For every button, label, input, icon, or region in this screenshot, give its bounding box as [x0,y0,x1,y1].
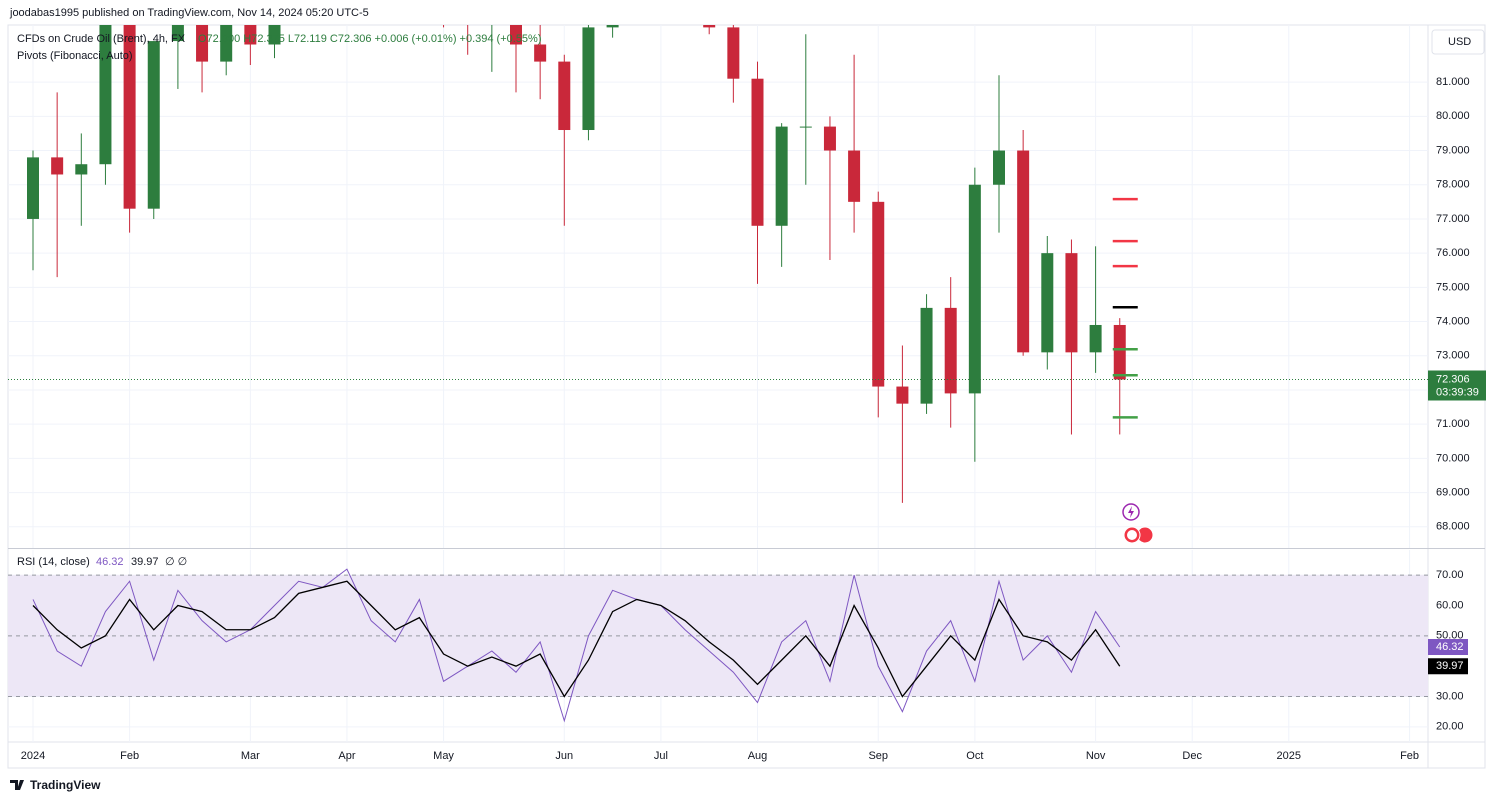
candle-body [1065,253,1078,353]
x-tick-label: May [433,750,454,762]
rsi-title: RSI (14, close) [17,556,90,568]
candle-body [799,126,812,128]
candle-body [872,201,885,387]
y-tick-label: 60.00 [1436,599,1464,611]
candle-body [1089,324,1102,353]
y-tick-label: 76.000 [1436,247,1470,259]
rsi-badge [1428,639,1468,656]
y-tick-label: 70.00 [1436,569,1464,581]
candle-body [944,307,957,394]
candle-body [582,27,595,131]
candle-body [968,184,981,394]
candle-body [510,25,522,45]
candle-body [27,157,39,219]
y-tick-label: 70.000 [1436,452,1470,464]
rsi-line [32,580,1121,698]
y-tick-label: 71.000 [1436,418,1470,430]
publisher: joodabas1995 published on TradingView.co… [9,7,369,19]
x-tick-label: Jul [654,750,668,762]
candle-body [606,25,619,28]
candle-body [51,157,64,175]
candle-body [75,164,88,175]
candle-body [775,126,788,226]
x-tick-label: Jun [555,750,573,762]
x-tick-label: 2024 [21,750,45,762]
candle-body [244,25,257,45]
candle-body [147,41,160,209]
countdown: 03:39:39 [1436,386,1479,398]
x-tick-label: Nov [1086,750,1106,762]
y-tick-label: 79.000 [1436,144,1470,156]
rsi-ma-value: 39.97 [131,556,159,568]
symbol: CFDs on Crude Oil (Brent), 4h, FX [17,33,186,45]
candle-body [848,150,861,202]
rsi-value: 46.32 [96,556,124,568]
candle-body [268,25,281,45]
candle-body [1041,253,1054,353]
logo: TradingView [30,778,101,792]
candle-body [438,0,450,17]
candle-body [920,307,933,404]
logo-icon [10,780,24,790]
candle-body [486,0,498,21]
x-tick-label: Feb [1400,750,1419,762]
y-tick-label: 20.00 [1436,721,1464,733]
candle-body [220,25,233,62]
x-tick-label: Apr [338,750,355,762]
y-tick-label: 77.000 [1436,213,1470,225]
candle-body [171,25,184,42]
rsi-extra: ∅ ∅ [165,556,187,568]
last-price-badge [1428,370,1486,401]
y-tick-label: 50.00 [1436,630,1464,642]
candle-body [727,27,740,79]
candle-body [1113,324,1126,380]
candles [27,0,1126,503]
plot: 2024 Feb Mar Apr May Jun Jul Aug Sep Oct Nov Dec 202… [8,0,1486,762]
lightning [1128,506,1134,518]
rsi-badge [1428,658,1468,675]
candle-body [703,25,716,28]
last-price: 72.306 [1436,373,1470,385]
currency[interactable]: USD [1448,36,1471,48]
rsi-badge-label: 46.32 [1436,641,1464,653]
candle-body [751,78,764,226]
currency-box[interactable] [1431,29,1485,55]
candle-body [1017,150,1030,353]
candle-body [123,25,136,209]
candle-body [558,61,571,131]
x-tick-label: Dec [1182,750,1202,762]
x-tick-label: Aug [748,750,768,762]
rsi-badge-label: 39.97 [1436,660,1464,672]
candle-body [896,386,909,404]
ohlc: O72.300 H72.375 L72.119 C72.306 +0.006 (… [198,33,542,45]
x-tick-label: 2025 [1277,750,1301,762]
candle-body [196,25,209,62]
y-tick-label: 30.00 [1436,690,1464,702]
y-tick-label: 81.000 [1436,76,1470,88]
x-tick-label: Mar [241,750,260,762]
candle-body [534,44,547,62]
candle-body [993,150,1005,185]
y-tick-label: 80.000 [1436,110,1470,122]
x-tick-label: Feb [120,750,139,762]
candle-body [462,17,474,20]
rsi-lines [32,568,1121,723]
x-tick-label: Oct [966,750,983,762]
y-tick-label: 73.000 [1436,350,1470,362]
indicator: Pivots (Fibonacci, Auto) [17,50,133,62]
flag-inner [1127,530,1137,540]
y-tick-label: 68.000 [1436,521,1470,533]
rsi-band [8,575,1428,697]
y-tick-label: 78.000 [1436,179,1470,191]
candle-body [99,25,112,165]
y-tick-label: 75.000 [1436,281,1470,293]
y-tick-label: 74.000 [1436,315,1470,327]
y-tick-label: 69.000 [1436,486,1470,498]
candle-body [823,126,836,151]
x-tick-label: Sep [868,750,888,762]
